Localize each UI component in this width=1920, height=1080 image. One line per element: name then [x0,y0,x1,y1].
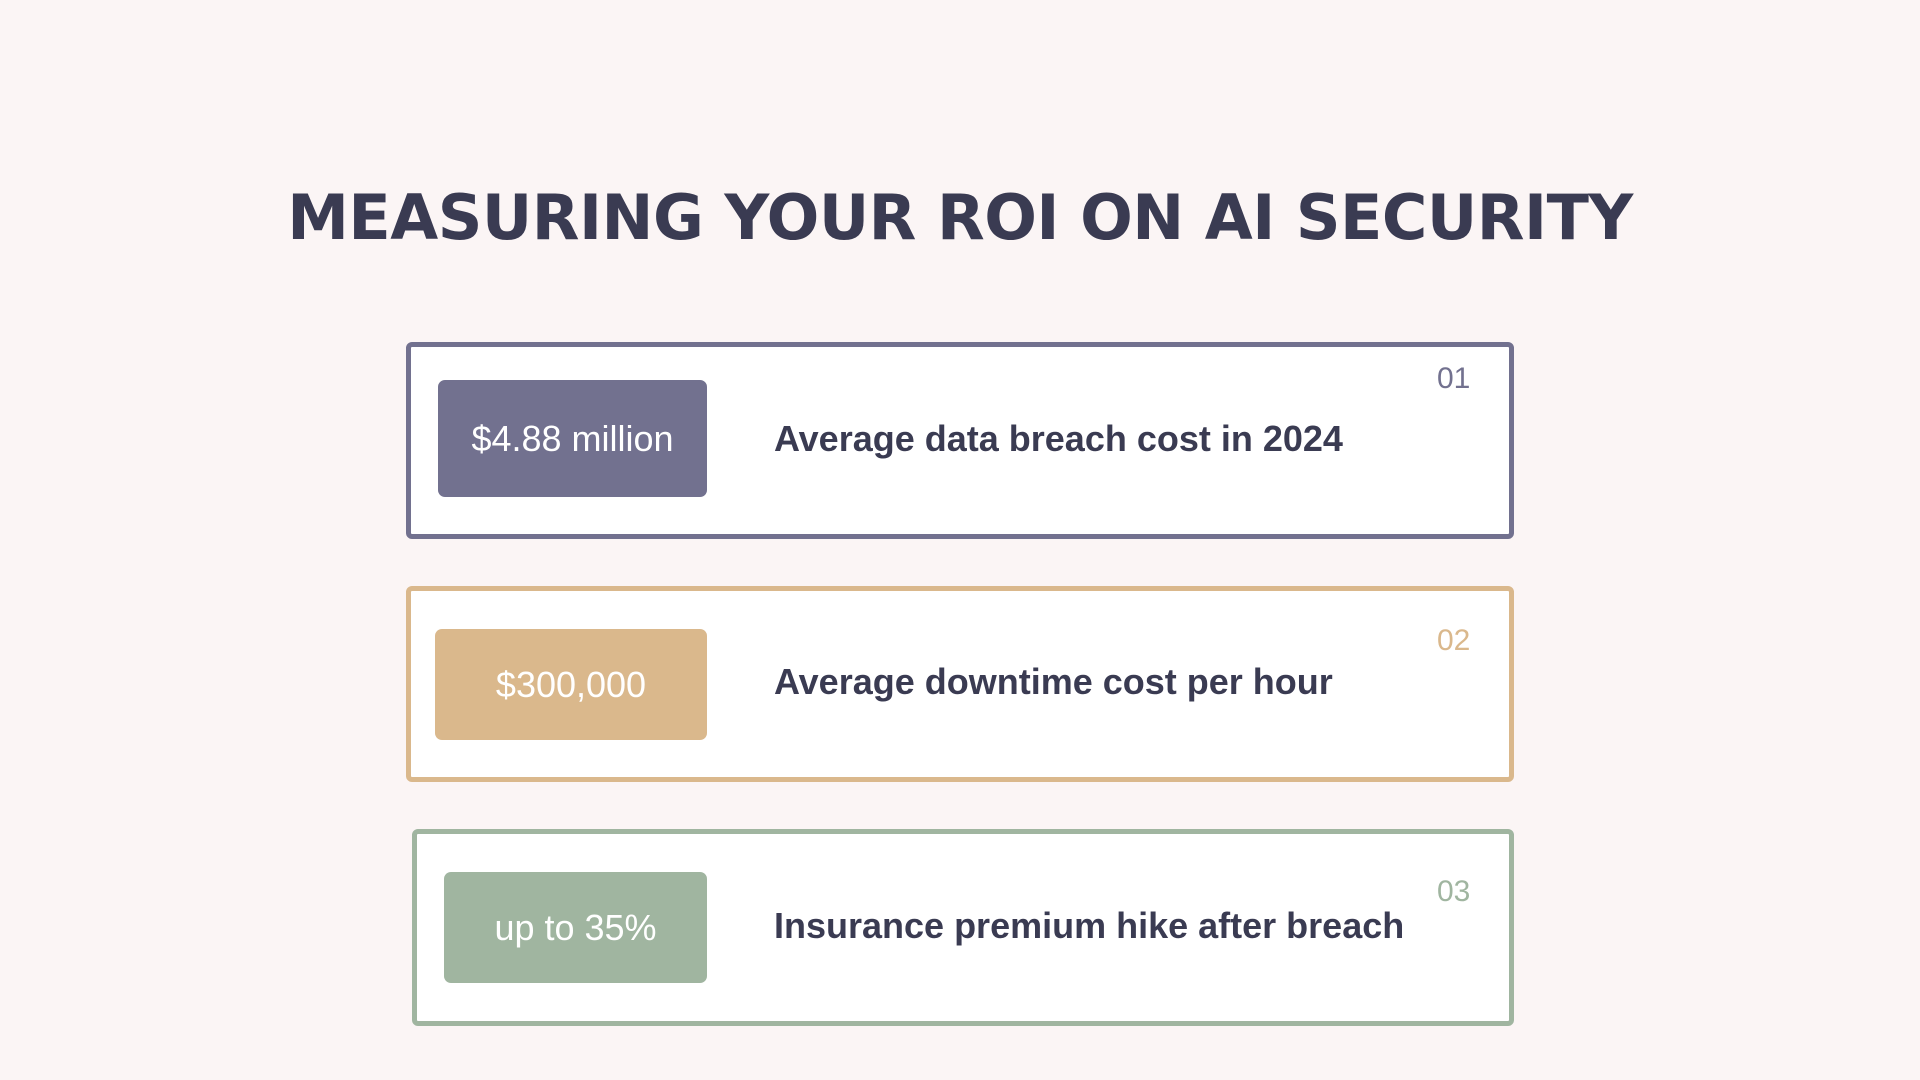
stat-number-1: 01 [1437,362,1471,395]
stat-number-3: 03 [1437,875,1471,908]
stat-description-1: Average data breach cost in 2024 [774,418,1343,459]
stat-value-3: up to 35% [494,906,657,948]
stat-description-2: Average downtime cost per hour [774,661,1333,702]
stat-description-3: Insurance premium hike after breach [774,905,1405,946]
page-title: MEASURING YOUR ROI ON AI SECURITY [287,181,1633,254]
stat-value-2: $300,000 [495,663,647,705]
stat-value-badge-3: up to 35% [444,872,707,983]
stat-value-1: $4.88 million [471,417,674,459]
stat-value-badge-1: $4.88 million [438,380,707,497]
stat-number-2: 02 [1437,624,1471,657]
stat-value-badge-2: $300,000 [435,629,707,740]
